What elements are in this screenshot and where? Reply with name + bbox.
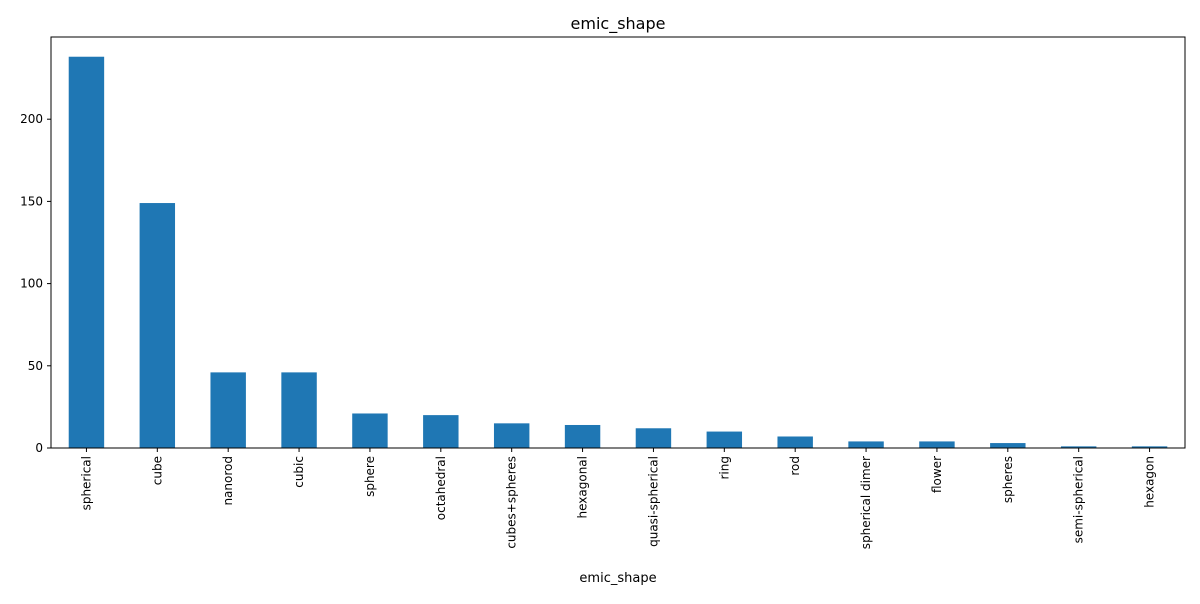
bar-spherical — [68, 56, 105, 449]
x-tick-label: spherical — [79, 456, 93, 510]
bar-octahedral — [423, 415, 459, 448]
x-tick-label: ring — [717, 456, 731, 480]
bar-rod — [777, 436, 813, 448]
bar-nanorod — [210, 372, 246, 448]
x-tick-label: hexagon — [1143, 456, 1157, 508]
bar-spherical-dimer — [848, 441, 884, 448]
bar-flower — [919, 441, 955, 448]
bar-quasi-spherical — [635, 428, 672, 448]
bar-semi-spherical — [1060, 446, 1097, 448]
bar-ring — [706, 431, 743, 448]
bar-cube — [139, 203, 176, 448]
x-tick-label: cubes+spheres — [505, 456, 519, 549]
bar-hexagonal — [564, 424, 601, 448]
x-tick-label: hexagonal — [576, 456, 590, 518]
x-axis-label: emic_shape — [579, 571, 656, 586]
x-tick-label: quasi-spherical — [646, 456, 660, 547]
x-tick-label: spherical dimer — [859, 456, 873, 549]
chart-title: emic_shape — [571, 14, 666, 34]
x-tick-label: spheres — [1001, 456, 1015, 503]
x-axis: spherical cube nanorod cubic sphere octahedra… — [79, 448, 1157, 549]
x-tick-label: cubic — [292, 456, 306, 488]
bar-sphere — [352, 413, 388, 448]
y-tick-label: 200 — [20, 112, 43, 126]
x-tick-label: cube — [150, 456, 164, 485]
y-tick-label: 100 — [20, 277, 43, 291]
x-tick-label: flower — [930, 456, 944, 493]
y-axis: 0 50 100 150 200 — [20, 112, 51, 455]
y-tick-label: 0 — [35, 441, 43, 455]
x-tick-label: rod — [788, 456, 802, 476]
x-tick-label: semi-spherical — [1072, 456, 1086, 543]
y-tick-label: 50 — [28, 359, 43, 373]
y-tick-label: 150 — [20, 194, 43, 208]
bars-group — [68, 56, 1168, 449]
x-tick-label: octahedral — [434, 456, 448, 520]
bar-hexagon — [1131, 446, 1168, 448]
x-tick-label: nanorod — [221, 456, 235, 506]
x-tick-label: sphere — [363, 456, 377, 497]
bar-cubic — [281, 372, 317, 448]
plot-frame — [50, 36, 1186, 449]
bar-cubes-spheres — [493, 423, 530, 448]
bar-spheres — [990, 443, 1026, 448]
